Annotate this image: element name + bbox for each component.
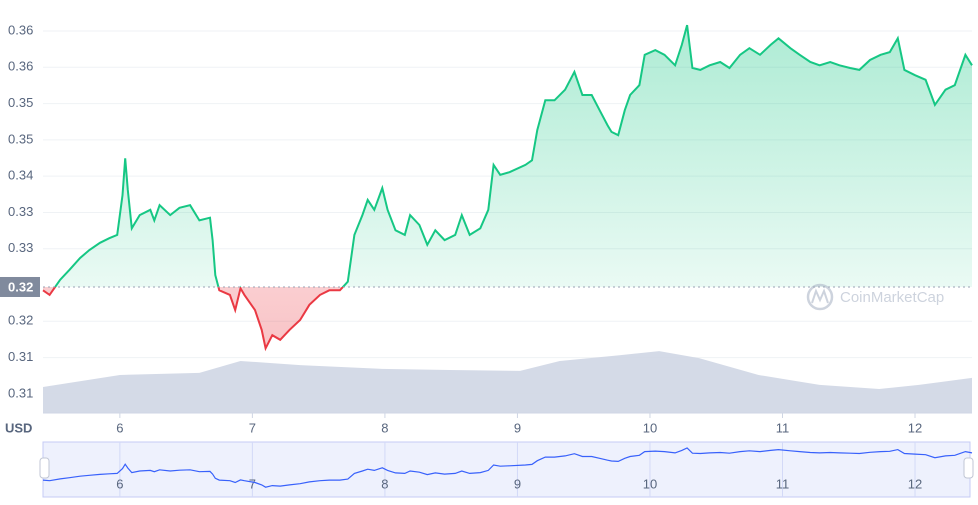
y-tick-label: 0.36 [8,59,33,74]
watermark-logo [806,283,834,311]
navigator-tick-label: 9 [514,476,521,491]
navigator-layer: 6 7 8 9 10 11 12 [42,442,973,497]
reference-label: 0.32 [8,279,33,294]
x-tick-label: 9 [514,420,521,435]
y-tick-label: 0.34 [8,168,33,183]
y-tick-label: 0.31 [8,349,33,364]
reference-badge [0,276,40,297]
y-tick-label: 0.32 [8,313,33,328]
x-tick-label: 10 [643,420,657,435]
x-tick-label: 7 [249,420,256,435]
x-tick-label: 11 [776,420,790,435]
navigator-tick-label: 11 [776,476,790,491]
volume-area [43,351,972,413]
price-line-up [53,24,973,287]
navigator-tick-label: 12 [908,476,922,491]
y-tick-label: 0.31 [8,385,33,400]
x-tick-label: 12 [908,420,922,435]
x-tick-label: 8 [381,420,388,435]
navigator-handle-left[interactable] [39,457,50,479]
y-unit: USD [5,420,32,435]
watermark-logo-mark [811,288,829,304]
navigator-tick-label: 6 [116,476,123,491]
navigator-tick-label: 7 [249,476,256,491]
x-tick-label: 6 [116,420,123,435]
y-tick-label: 0.35 [8,95,33,110]
price-layer [42,24,973,352]
volume-layer [43,351,972,413]
y-tick-label: 0.33 [8,204,33,219]
navigator-handle-right[interactable] [963,457,974,479]
navigator-tick-label: 8 [381,476,388,491]
watermark: CoinMarketCap [806,283,944,311]
area-up [55,25,972,287]
area-down [43,286,972,349]
navigator[interactable] [42,441,971,498]
y-tick-label: 0.35 [8,131,33,146]
navigator-tick-label: 10 [643,476,657,491]
y-tick-label: 0.33 [8,240,33,255]
watermark-text: CoinMarketCap [840,289,944,306]
y-tick-label: 0.36 [8,22,33,37]
navigator-line [42,447,973,488]
